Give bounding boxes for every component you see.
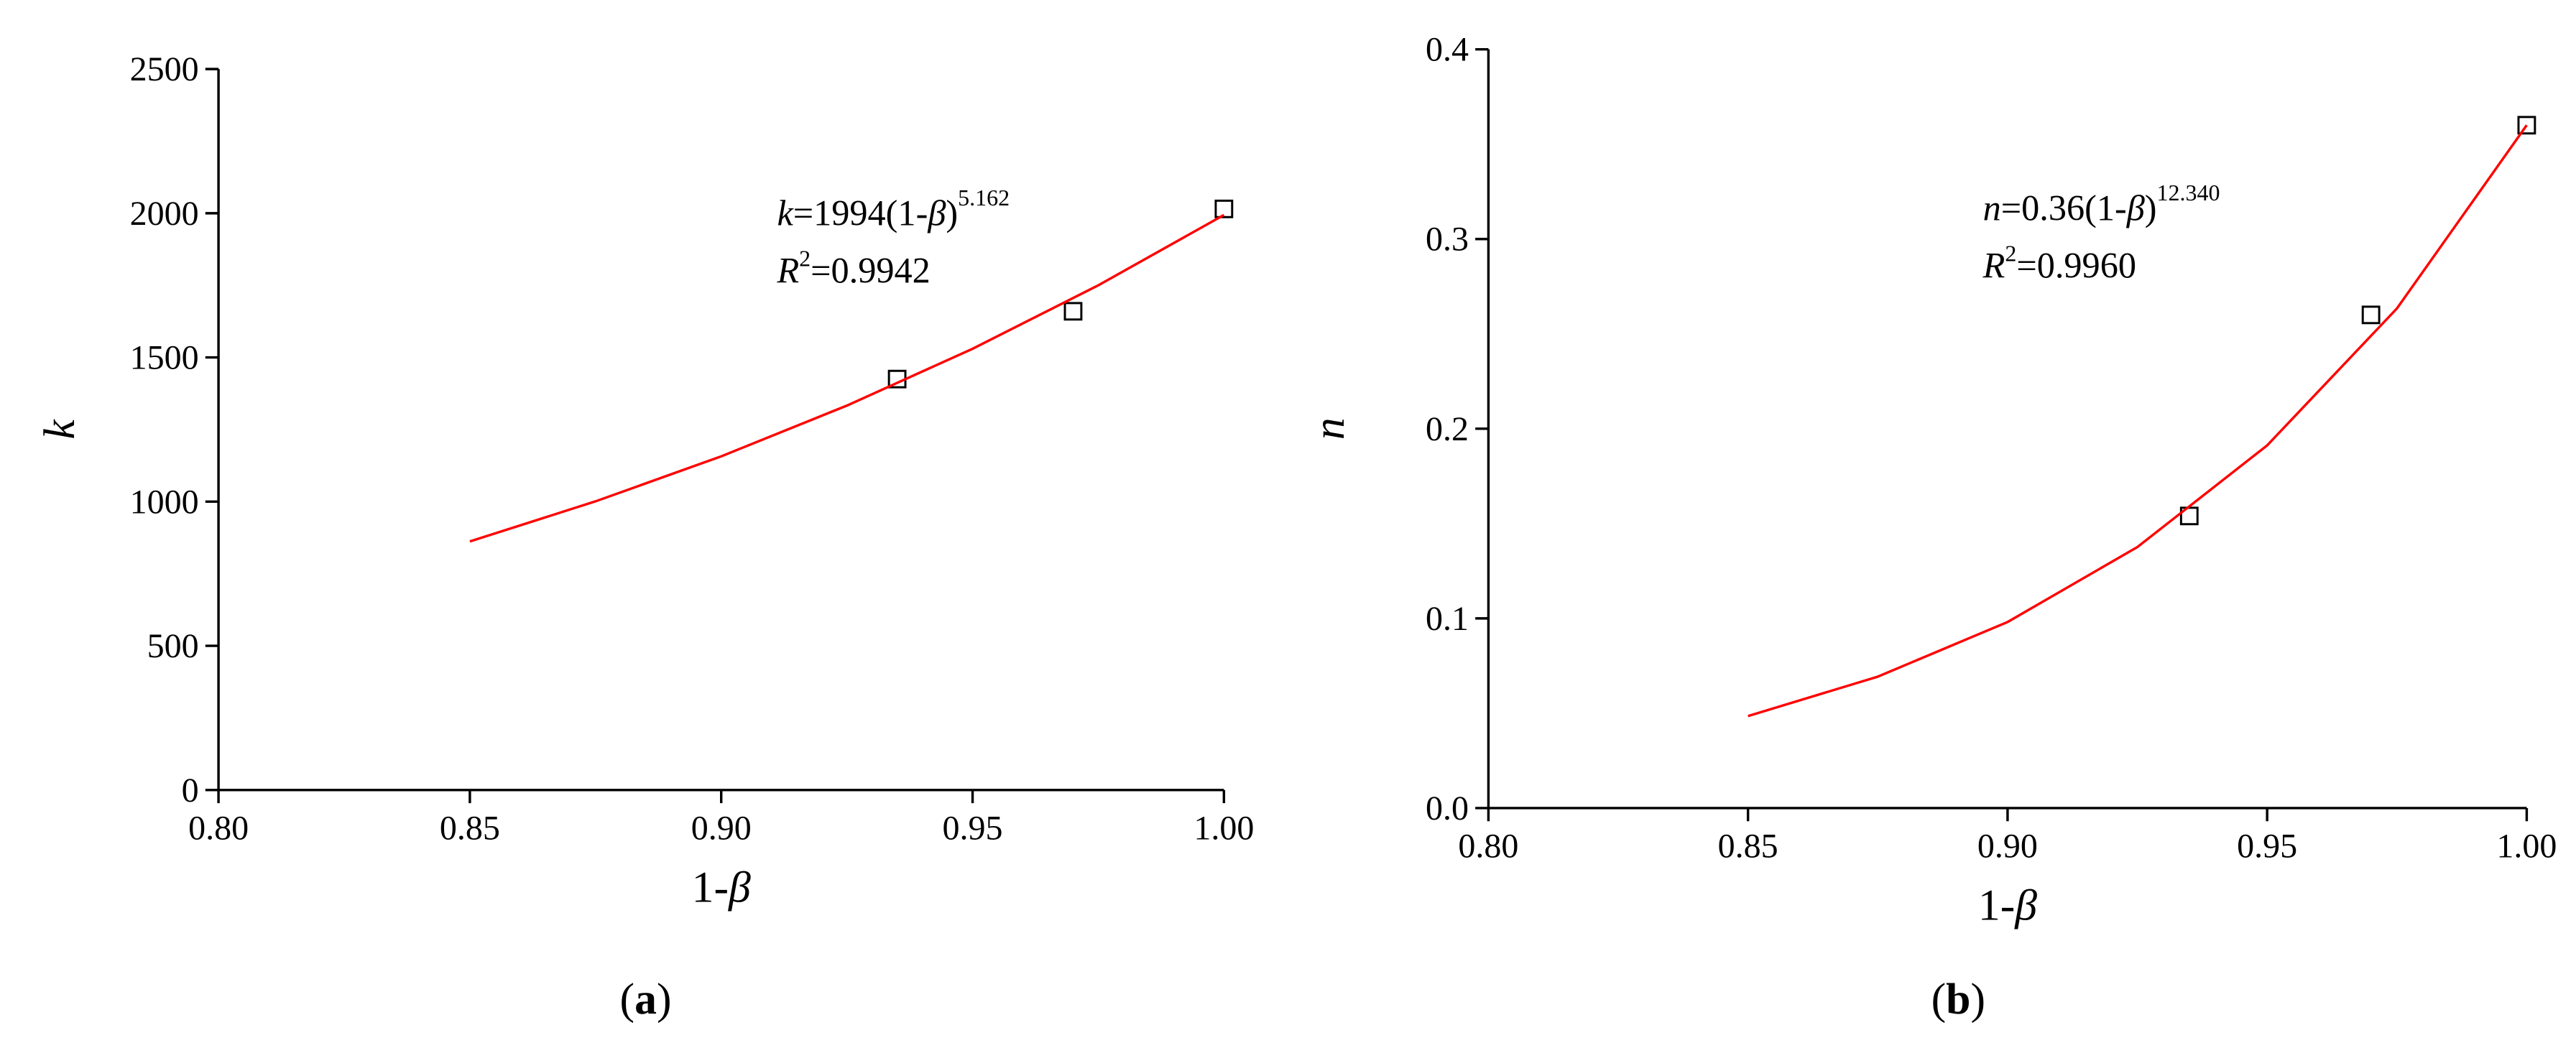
x-tick-label: 1.00 — [2496, 828, 2557, 866]
panel-caption-part: ) — [1970, 975, 1985, 1024]
fit-equation: k=1994(1-β)5.162 — [777, 185, 1010, 233]
x-tick-label: 1.00 — [1194, 809, 1254, 847]
fit-equation-part: 5.162 — [958, 185, 1010, 210]
y-tick-label: 0.1 — [1426, 600, 1469, 638]
fit-curve — [1748, 124, 2528, 718]
y-axis-label: k — [35, 419, 84, 440]
y-tick-label: 1500 — [130, 339, 199, 377]
y-tick-label: 2500 — [130, 50, 199, 88]
fit-equation-part: ) — [946, 193, 958, 233]
y-axis-label: n — [1305, 417, 1354, 440]
y-tick-label: 0.3 — [1426, 221, 1469, 259]
x-tick-label: 0.95 — [2237, 828, 2297, 866]
fit-equation-part: ) — [2145, 187, 2157, 228]
fit-equation: n=0.36(1-β)12.340 — [1983, 180, 2220, 228]
panel-caption-part: ( — [1931, 975, 1947, 1024]
y-tick-label: 0.4 — [1426, 31, 1469, 69]
fit-equation-part: n — [1983, 187, 2001, 228]
x-tick-label: 0.85 — [1718, 828, 1778, 866]
y-tick-label: 0 — [182, 771, 199, 810]
y-tick-label: 500 — [147, 627, 199, 665]
r-squared: R2=0.9942 — [776, 245, 930, 290]
x-axis-label-part: β — [728, 863, 751, 912]
y-tick-label: 2000 — [130, 195, 199, 233]
x-tick-label: 0.80 — [1458, 828, 1518, 866]
data-point — [2517, 116, 2536, 135]
fit-equation-part: β — [2126, 187, 2145, 228]
r-squared-part: 2 — [799, 245, 811, 271]
x-axis-label-part: 1- — [692, 863, 729, 912]
fit-equation-part: k — [777, 193, 794, 233]
x-tick-label: 0.95 — [943, 809, 1003, 847]
x-tick-label: 0.80 — [188, 809, 249, 847]
fit-curve — [469, 213, 1225, 543]
x-axis-label-part: 1- — [1978, 881, 2015, 930]
x-tick-label: 0.90 — [691, 809, 752, 847]
data-point — [2361, 305, 2381, 325]
panel-caption-part: b — [1946, 975, 1970, 1024]
x-axis-label: 1-β — [692, 863, 751, 912]
x-axis-label-part: β — [2014, 881, 2037, 930]
chart-panel: 0 500 1000 1500 2000 2500 0.80 0.85 0.90 0.95 1.00… — [35, 50, 1254, 1024]
y-tick-label: 0.0 — [1426, 789, 1469, 828]
fit-equation-part: 12.340 — [2157, 180, 2220, 205]
y-tick-label: 1000 — [130, 483, 199, 521]
y-tick-label: 0.2 — [1426, 410, 1469, 448]
fit-equation-part: =1994(1- — [793, 193, 928, 233]
data-point — [1063, 302, 1083, 321]
panel-caption-part: a — [634, 975, 657, 1024]
data-point — [1214, 199, 1234, 218]
r-squared-part: R — [1982, 245, 2005, 285]
x-tick-label: 0.90 — [1977, 828, 2038, 866]
r-squared-part: R — [776, 250, 799, 290]
x-axis-label: 1-β — [1978, 881, 2037, 930]
r-squared-part: 2 — [2005, 241, 2016, 266]
r-squared: R2=0.9960 — [1982, 241, 2136, 286]
r-squared-part: =0.9942 — [811, 250, 931, 290]
chart-panel: 0.00.10.20.30.40.80 0.85 0.90 0.95 1.001-βnn… — [1305, 31, 2557, 1024]
fit-equation-part: β — [927, 193, 946, 233]
panel-caption: (b) — [1931, 975, 1985, 1024]
x-tick-label: 0.85 — [440, 809, 500, 847]
panel-caption-part: ) — [657, 975, 672, 1024]
fit-equation-part: =0.36(1- — [2001, 187, 2127, 228]
panel-caption-part: ( — [620, 975, 635, 1024]
r-squared-part: =0.9960 — [2016, 245, 2136, 285]
panel-caption: (a) — [620, 975, 672, 1024]
